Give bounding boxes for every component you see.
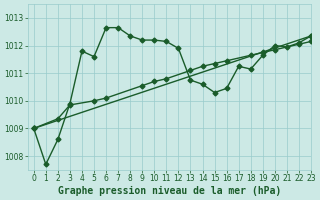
X-axis label: Graphe pression niveau de la mer (hPa): Graphe pression niveau de la mer (hPa) xyxy=(58,186,281,196)
